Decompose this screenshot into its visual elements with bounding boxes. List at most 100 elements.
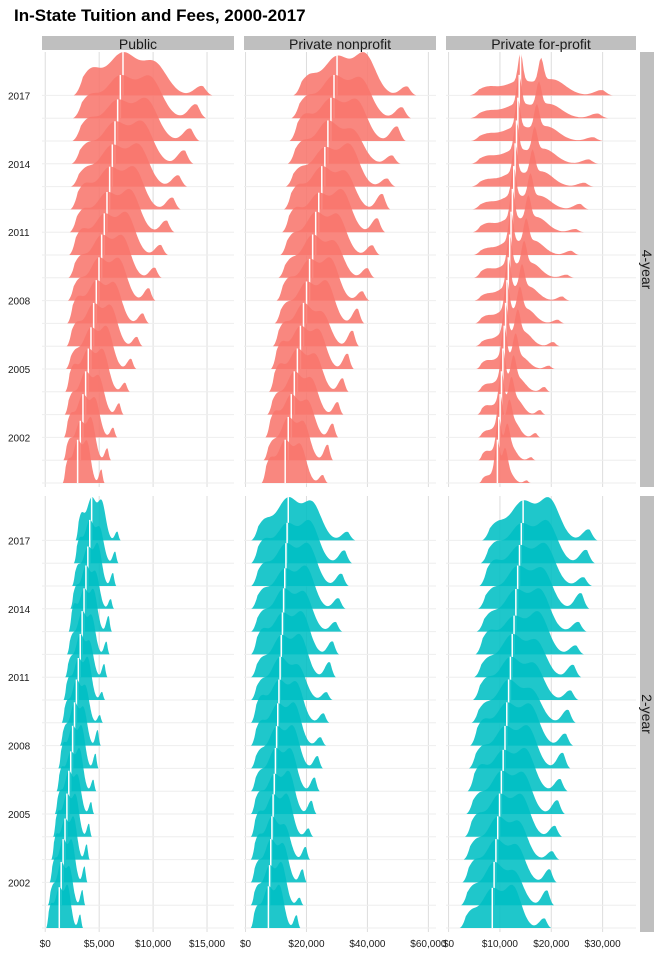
ridge-2017: [251, 497, 356, 541]
ridge-2010: [472, 656, 579, 700]
ridge-2004: [250, 793, 314, 837]
panel-4-year-public: [42, 52, 234, 487]
year-tick-label: 2002: [8, 878, 31, 889]
x-tick-label-private-nonprofit: $20,000: [288, 939, 325, 950]
ridge-2011: [472, 188, 584, 233]
x-tick-label-private-for-profit: $10,000: [482, 939, 519, 950]
ridge-2005: [250, 770, 317, 814]
ridge-2005: [476, 325, 555, 369]
year-tick-label: 2017: [8, 536, 31, 547]
ridge-2010: [473, 211, 580, 255]
year-tick-label: 2005: [8, 365, 31, 376]
ridge-2001: [250, 861, 304, 906]
ridge-2009: [251, 679, 330, 723]
panel-4-year-private-nonprofit: [244, 52, 436, 487]
strip-2-year: [640, 496, 654, 932]
strip-public: [42, 36, 234, 50]
ridge-2014: [478, 565, 590, 609]
ridge-2011: [251, 633, 336, 678]
ridge-2004: [476, 348, 551, 392]
ridge-2017: [482, 497, 598, 541]
strip-label-public: Public: [119, 36, 157, 52]
year-tick-label: 2002: [8, 433, 31, 444]
ridge-2010: [251, 656, 333, 700]
ridge-2006: [467, 747, 568, 792]
ridge-2016: [251, 519, 352, 564]
ridge-2007: [468, 725, 571, 769]
year-tick-label: 2011: [8, 673, 30, 684]
x-tick-label-private-nonprofit: $0: [240, 939, 252, 950]
ridge-2011: [474, 633, 582, 678]
ridge-2014: [287, 120, 401, 164]
x-tick-label-public: $0: [40, 939, 52, 950]
ridge-2008: [474, 257, 570, 301]
strip-label-2-year: 2-year: [639, 694, 655, 734]
ridge-2000: [46, 884, 83, 928]
ridge-2009: [471, 679, 576, 723]
strip-label-private-for-profit: Private for-profit: [491, 36, 591, 52]
strip-label-4-year: 4-year: [639, 250, 655, 290]
ridge-2015: [72, 97, 200, 141]
ridge-2000: [479, 439, 531, 483]
panel-4-year-private-for-profit: [446, 52, 636, 487]
year-tick-label: 2011: [8, 228, 30, 239]
x-tick-label-private-for-profit: $0: [443, 939, 455, 950]
year-tick-label: 2014: [8, 605, 31, 616]
year-tick-label: 2008: [8, 742, 31, 753]
ridge-2012: [475, 611, 584, 655]
ridge-2000: [261, 439, 328, 483]
ridge-2015: [479, 542, 592, 586]
ridge-2014: [71, 120, 194, 164]
ridge-2015: [251, 542, 349, 586]
x-tick-label-private-for-profit: $30,000: [585, 939, 622, 950]
ridge-2000: [250, 884, 301, 928]
panel-2-year-private-nonprofit: [244, 496, 436, 932]
ridge-2013: [476, 588, 587, 632]
ridge-2012: [251, 611, 340, 655]
x-tick-label-private-for-profit: $20,000: [533, 939, 570, 950]
ridge-2006: [475, 302, 560, 347]
ridge-2008: [251, 702, 327, 746]
ridge-2002: [250, 839, 307, 883]
ridge-2001: [461, 861, 554, 906]
ridge-2015: [470, 97, 604, 141]
x-tick-label-public: $15,000: [189, 939, 226, 950]
ridge-2014: [251, 565, 346, 609]
ridge-2005: [466, 770, 565, 814]
year-tick-label: 2014: [8, 160, 31, 171]
ridge-2013: [471, 143, 594, 187]
ridge-2000: [459, 884, 552, 928]
panel-2-year-public: [42, 496, 234, 932]
ridge-2008: [470, 702, 573, 746]
ridge-2006: [66, 302, 143, 347]
ridge-2004: [465, 793, 563, 837]
ridge-2013: [251, 588, 343, 632]
year-tick-label: 2005: [8, 810, 31, 821]
x-tick-label-private-nonprofit: $60,000: [410, 939, 447, 950]
year-tick-label: 2017: [8, 91, 31, 102]
strip-4-year: [640, 52, 654, 487]
ridge-2003: [477, 371, 546, 415]
chart-title: In-State Tuition and Fees, 2000-2017: [14, 6, 306, 25]
ridge-2017: [469, 52, 613, 96]
ridge-2012: [284, 166, 391, 210]
ridge-2017: [73, 52, 213, 96]
ridge-2016: [73, 74, 207, 119]
ridge-2016: [470, 74, 609, 119]
ridge-2001: [478, 416, 536, 461]
ridge-2003: [250, 816, 311, 860]
ridge-2002: [477, 394, 541, 438]
ridge-2003: [463, 816, 560, 860]
ridge-2000: [62, 439, 105, 483]
x-tick-label-private-nonprofit: $40,000: [349, 939, 386, 950]
ridge-2016: [480, 519, 595, 564]
x-tick-label-public: $10,000: [135, 939, 172, 950]
ridge-2002: [462, 839, 557, 883]
ridge-2009: [474, 234, 575, 278]
year-tick-label: 2008: [8, 297, 31, 308]
ridge-2011: [69, 188, 175, 233]
x-tick-label-public: $5,000: [84, 939, 115, 950]
strip-label-private-nonprofit: Private nonprofit: [289, 36, 391, 52]
ridge-2012: [70, 166, 181, 210]
